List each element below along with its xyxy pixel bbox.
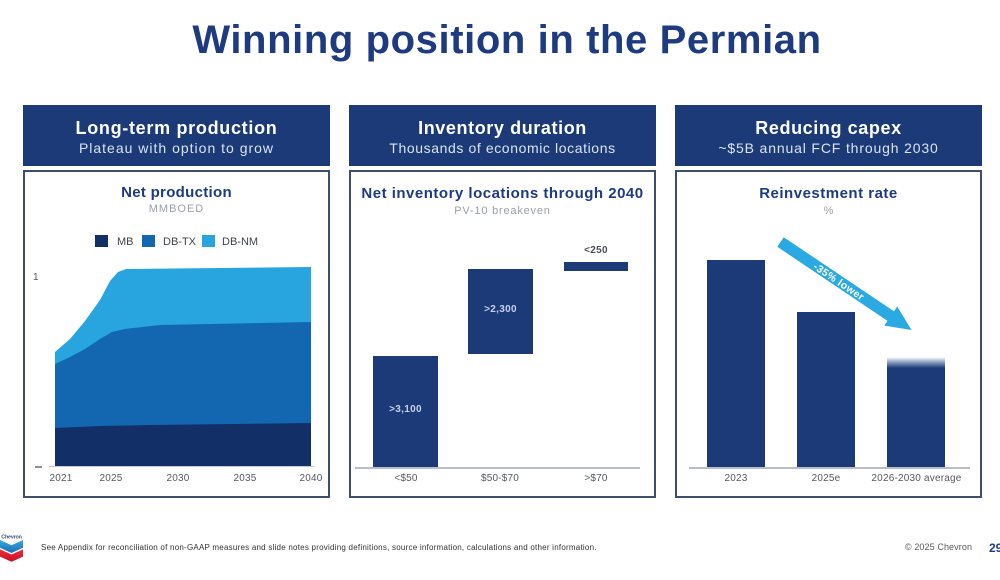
svg-text:-35% lower: -35% lower	[811, 261, 867, 304]
svg-text:Chevron: Chevron	[1, 534, 21, 540]
